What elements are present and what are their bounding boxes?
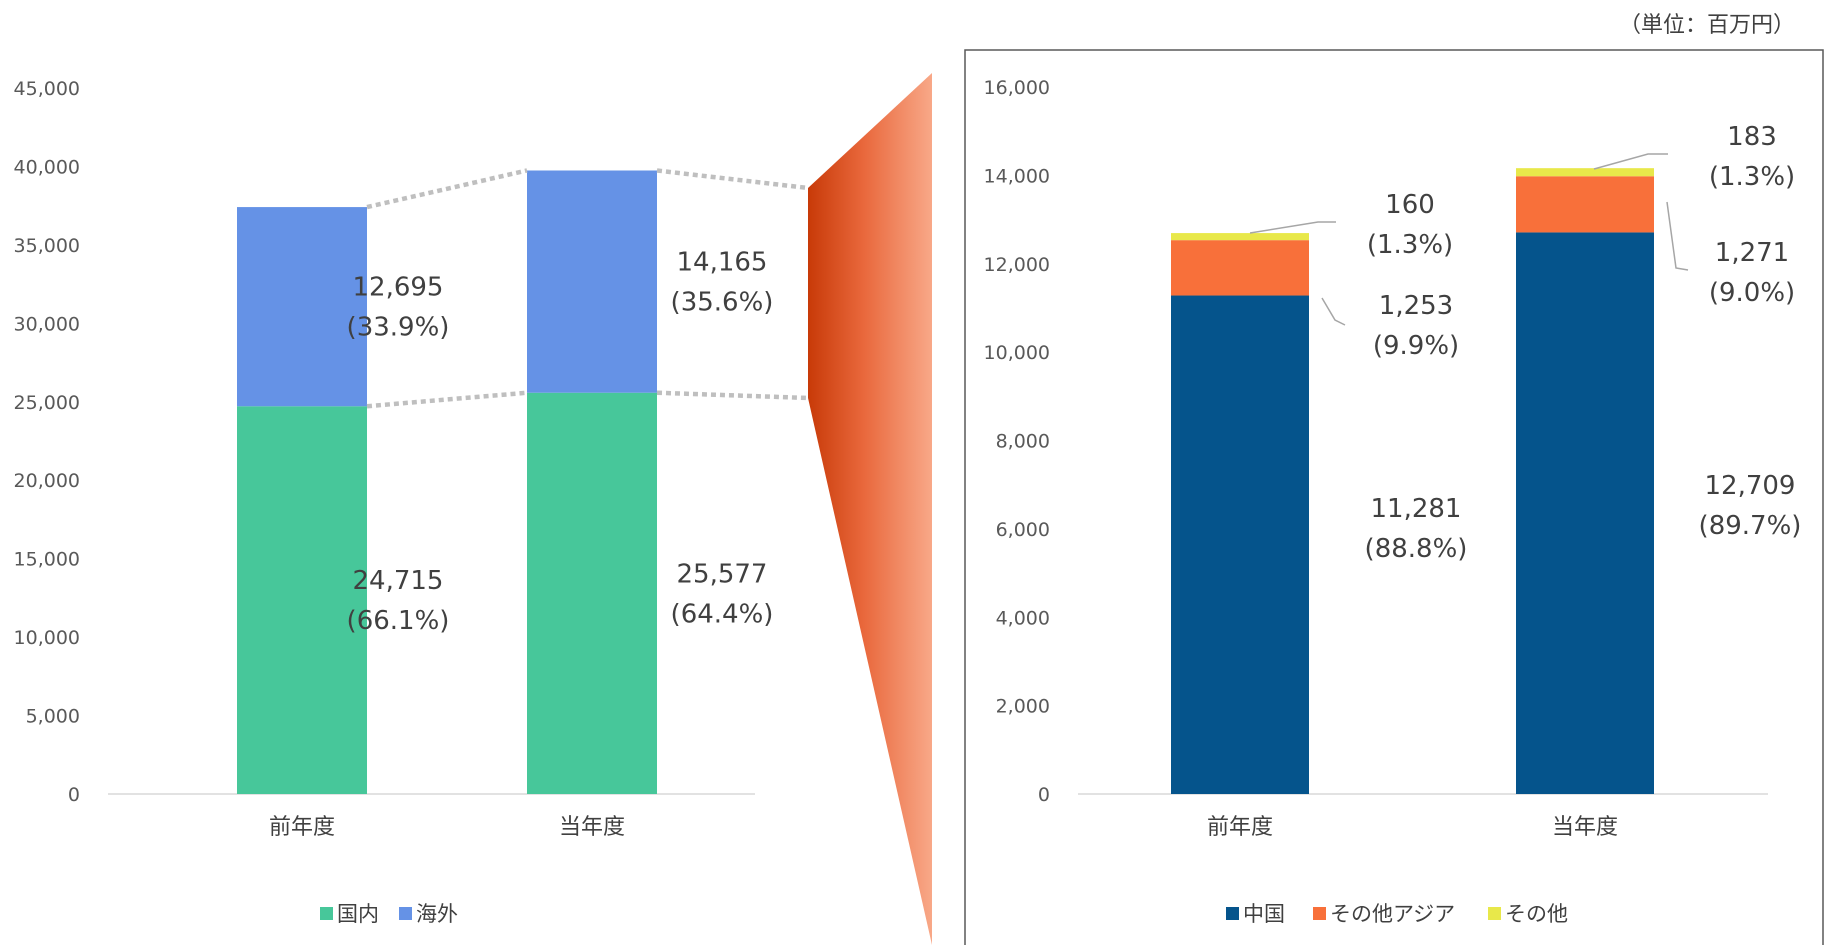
chart-2-legend-label: その他アジア — [1330, 902, 1455, 926]
chart-1-bar-domestic — [527, 392, 657, 794]
chart-2-category-label: 前年度 — [1207, 815, 1273, 840]
chart-2-bar-china — [1171, 295, 1309, 794]
chart-2-data-label: 160 (1.3%) — [1367, 190, 1453, 260]
chart-1-category-label: 当年度 — [559, 815, 625, 840]
chart-2-leader-line — [1666, 201, 1689, 271]
chart-1-connector-line — [656, 390, 809, 401]
chart-2-leader-line — [1249, 221, 1336, 234]
chart-2-y-tick-label: 12,000 — [984, 254, 1050, 276]
chart-1-legend-label: 海外 — [416, 902, 458, 926]
chart-2-data-label: 1,271 (9.0%) — [1709, 238, 1795, 308]
chart-1-y-tick-label: 35,000 — [14, 235, 80, 257]
chart-1-data-label: 24,715 (66.1%) — [347, 566, 450, 636]
chart-1-y-tick-label: 15,000 — [14, 549, 80, 571]
chart-1-y-tick-label: 5,000 — [26, 706, 80, 728]
chart-2-legend-swatch — [1313, 907, 1326, 920]
chart-1-data-label: 14,165 (35.6%) — [671, 248, 774, 318]
chart-1-y-tick-label: 45,000 — [14, 78, 80, 100]
chart-2-y-tick-label: 0 — [1038, 784, 1050, 806]
chart-1-y-tick-label: 20,000 — [14, 470, 80, 492]
chart-2-y-tick-label: 2,000 — [996, 696, 1050, 718]
chart-1-y-tick-label: 40,000 — [14, 156, 80, 178]
chart-2-y-tick-label: 10,000 — [984, 342, 1050, 364]
chart-1-y-tick-label: 25,000 — [14, 392, 80, 414]
chart-2-data-label: 12,709 (89.7%) — [1699, 471, 1802, 541]
chart-2-data-label: 183 (1.3%) — [1709, 122, 1795, 192]
chart-2-legend-label: その他 — [1505, 902, 1568, 926]
chart-2-bar-other-asia — [1171, 240, 1309, 296]
chart-1-data-label: 25,577 (64.4%) — [671, 559, 774, 629]
zoom-callout-shape — [808, 73, 932, 945]
chart-2-leader-line — [1593, 153, 1668, 170]
chart-2-bar-other — [1516, 168, 1654, 177]
chart-2-data-label: 1,253 (9.9%) — [1373, 291, 1459, 361]
chart-1-category-label: 前年度 — [269, 815, 335, 840]
chart-1-bar-domestic — [237, 406, 367, 794]
chart-2-frame — [964, 49, 1824, 945]
chart-1-bar-overseas — [237, 207, 367, 407]
chart-2-y-tick-label: 6,000 — [996, 519, 1050, 541]
chart-1-bar-overseas — [527, 170, 657, 393]
chart-1-legend-swatch — [320, 907, 333, 920]
chart-2-y-tick-label: 8,000 — [996, 431, 1050, 453]
chart-1-connector-line — [366, 168, 528, 210]
chart-2-legend-swatch — [1226, 907, 1239, 920]
chart-2-leader-line — [1321, 297, 1346, 326]
chart-2-category-label: 当年度 — [1552, 815, 1618, 840]
chart-2-y-tick-label: 14,000 — [984, 165, 1050, 187]
chart-1-connector-line — [366, 390, 528, 409]
chart-1-y-tick-label: 0 — [68, 784, 80, 806]
chart-2-y-tick-label: 16,000 — [984, 77, 1050, 99]
chart-1-y-tick-label: 10,000 — [14, 627, 80, 649]
chart-2-data-label: 11,281 (88.8%) — [1365, 494, 1468, 564]
chart-2-bar-other-asia — [1516, 176, 1654, 233]
chart-2-legend-swatch — [1488, 907, 1501, 920]
chart-1-legend-swatch — [399, 907, 412, 920]
chart-1-y-tick-label: 30,000 — [14, 313, 80, 335]
chart-2-bar-china — [1516, 232, 1654, 794]
chart-2-y-tick-label: 4,000 — [996, 607, 1050, 629]
chart-1-legend-label: 国内 — [337, 902, 379, 926]
chart-2-bar-other — [1171, 233, 1309, 241]
chart-1-connector-line — [656, 168, 809, 191]
chart-2-legend-label: 中国 — [1243, 902, 1285, 926]
chart-1-data-label: 12,695 (33.9%) — [347, 273, 450, 343]
